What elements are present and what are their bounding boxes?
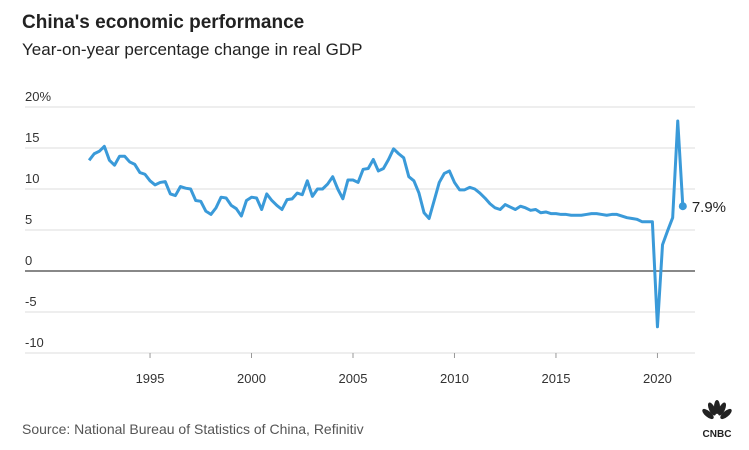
source-note: Source: National Bureau of Statistics of… bbox=[22, 421, 364, 437]
x-tick-label: 2000 bbox=[237, 371, 266, 386]
x-tick-label: 2015 bbox=[542, 371, 571, 386]
x-tick-label: 2005 bbox=[339, 371, 368, 386]
gdp-line bbox=[87, 119, 685, 329]
logo-text: CNBC bbox=[703, 429, 732, 440]
y-tick-label: -5 bbox=[25, 294, 37, 309]
end-point bbox=[678, 202, 687, 211]
x-tick-label: 2010 bbox=[440, 371, 469, 386]
y-tick-label: 0 bbox=[25, 253, 32, 268]
chart-title: China's economic performance bbox=[22, 12, 304, 33]
y-tick-label: 10 bbox=[25, 171, 39, 186]
y-tick-label: 20% bbox=[25, 89, 51, 104]
x-tick-label: 2020 bbox=[643, 371, 672, 386]
y-tick-label: -10 bbox=[25, 335, 44, 350]
y-tick-label: 15 bbox=[25, 130, 39, 145]
end-label: 7.9% bbox=[692, 199, 726, 216]
logo-peacock bbox=[702, 400, 732, 420]
x-tick-label: 1995 bbox=[136, 371, 165, 386]
logo: CNBC bbox=[702, 400, 732, 440]
y-tick-label: 5 bbox=[25, 212, 32, 227]
chart-subtitle: Year-on-year percentage change in real G… bbox=[22, 40, 363, 59]
